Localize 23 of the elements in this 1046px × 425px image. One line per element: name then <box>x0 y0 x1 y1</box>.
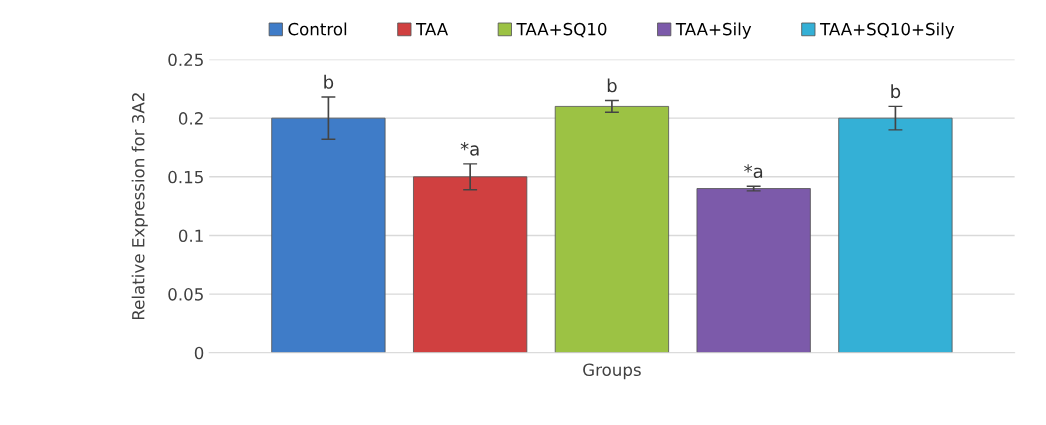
legend-label: Control <box>288 22 347 36</box>
legend-label: TAA+Sily <box>675 22 752 39</box>
data-label: *a <box>460 142 479 156</box>
y-tick-label: 0.1 <box>178 229 203 243</box>
legend-label: TAA <box>415 23 449 36</box>
y-tick-label: 0.2 <box>178 112 203 125</box>
x-axis-title: Groups <box>583 363 641 380</box>
data-label: b <box>891 84 901 99</box>
y-axis-title: Relative Expression for 3A2 <box>131 93 148 320</box>
y-tick-label: 0 <box>194 346 204 360</box>
y-tick-label: 0.15 <box>168 170 203 184</box>
bar <box>413 176 528 353</box>
data-label: *a <box>744 164 763 178</box>
bar <box>838 117 953 353</box>
bar <box>696 188 811 353</box>
data-label: b <box>607 78 617 93</box>
legend-label: TAA+SQ10+Sily <box>819 22 955 39</box>
y-tick-label: 0.25 <box>168 53 203 67</box>
y-tick-label: 0.05 <box>168 288 203 301</box>
legend-label: TAA+SQ10 <box>516 22 607 38</box>
data-label: b <box>324 74 334 89</box>
bar <box>271 117 386 353</box>
bar <box>554 106 670 353</box>
